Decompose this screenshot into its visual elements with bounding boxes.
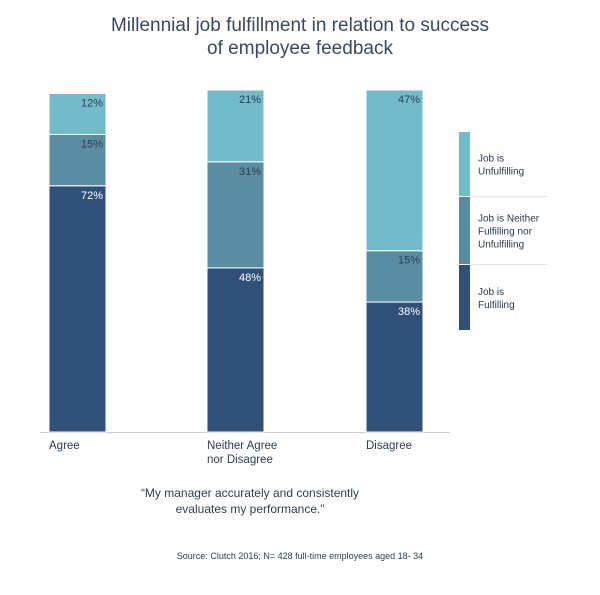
legend-swatch — [459, 265, 470, 330]
bar-segment — [365, 89, 424, 252]
survey-question: “My manager accurately and consistently … — [80, 485, 420, 517]
data-label: 47% — [398, 94, 420, 106]
chart-title-line-1: Millennial job fulfillment in relation t… — [110, 15, 490, 36]
bar-segment — [206, 89, 265, 163]
bar-segment — [206, 267, 265, 433]
category-label: Neither Agree — [207, 440, 277, 452]
legend-swatch — [459, 132, 470, 196]
legend-label: Unfulfilling — [478, 167, 524, 178]
survey-question-line-2: evaluates my performance.” — [175, 502, 325, 516]
legend-swatch — [459, 197, 470, 264]
legend-label: Fulfilling nor — [478, 227, 533, 238]
data-label: 31% — [239, 166, 261, 178]
data-label: 72% — [81, 190, 103, 202]
bar-segment — [365, 301, 424, 433]
bar-segment — [48, 92, 107, 135]
bar-segment — [206, 161, 265, 269]
data-label: 12% — [81, 97, 103, 109]
data-label: 21% — [239, 94, 261, 106]
category-label: Agree — [49, 440, 80, 452]
legend-label: Job is — [478, 154, 504, 165]
data-label: 48% — [239, 272, 261, 284]
legend-label: Unfulfilling — [478, 240, 524, 251]
bar-segment — [48, 133, 107, 187]
data-label: 15% — [398, 255, 420, 267]
legend-label: Fulfilling — [478, 300, 515, 311]
data-label: 38% — [398, 306, 420, 318]
chart-title: Millennial job fulfillment in relation t… — [0, 14, 600, 60]
data-label: 15% — [81, 138, 103, 150]
chart-title-line-2: of employee feedback — [207, 38, 393, 59]
bar-segment — [365, 250, 424, 303]
legend-label: Job is — [478, 287, 504, 298]
source-note: Source: Clutch 2016; N= 428 full-time em… — [176, 551, 424, 561]
category-label: nor Disagree — [207, 454, 273, 466]
legend-label: Job is Neither — [478, 214, 540, 225]
bar-segment — [48, 185, 107, 433]
category-label: Disagree — [366, 440, 412, 452]
survey-question-line-1: “My manager accurately and consistently — [140, 486, 360, 500]
